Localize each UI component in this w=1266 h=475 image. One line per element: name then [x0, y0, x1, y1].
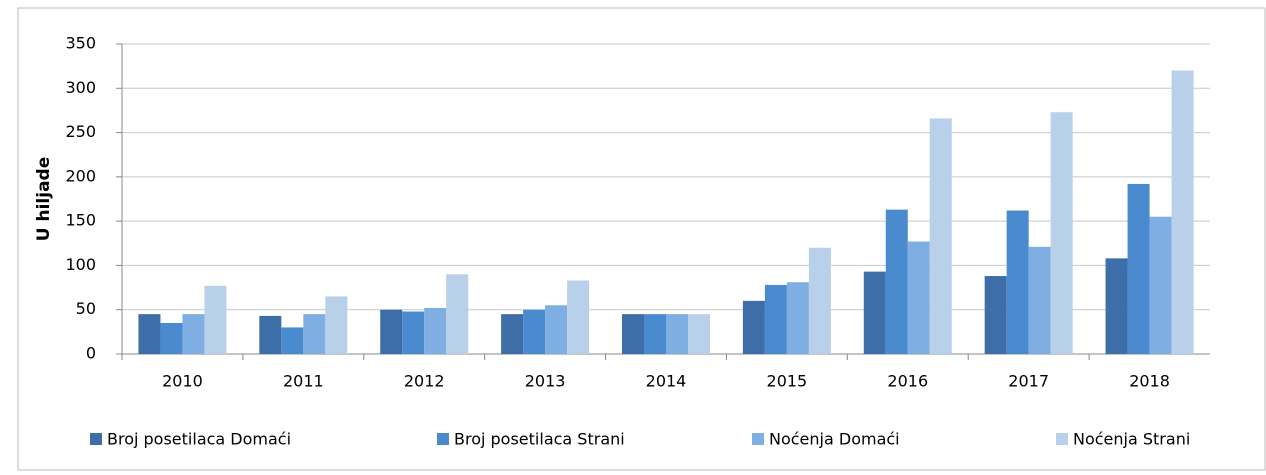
y-tick-label: 250 — [65, 122, 96, 141]
legend-swatch — [752, 433, 764, 445]
bar — [622, 314, 644, 354]
bar — [808, 247, 831, 354]
x-tick-label: 2015 — [767, 372, 808, 391]
x-tick-label: 2013 — [525, 372, 566, 391]
y-tick-label: 0 — [86, 344, 96, 363]
bar — [984, 276, 1007, 354]
bar — [424, 307, 447, 354]
y-tick-label: 100 — [65, 255, 96, 274]
y-tick-label: 150 — [65, 211, 96, 230]
x-tick-label: 2010 — [162, 372, 203, 391]
bar — [204, 285, 227, 354]
legend-swatch — [1056, 433, 1068, 445]
y-tick-label: 200 — [65, 166, 96, 185]
legend-swatch — [90, 433, 102, 445]
chart-frame — [17, 7, 1266, 471]
bar — [907, 241, 930, 354]
bar — [1149, 216, 1172, 354]
bar — [764, 284, 787, 354]
bar — [160, 323, 183, 354]
y-tick-label: 50 — [76, 299, 96, 318]
bar — [545, 305, 568, 354]
bar — [501, 314, 524, 354]
bar — [688, 314, 710, 354]
bar — [742, 300, 765, 354]
bar — [259, 315, 282, 354]
x-tick-label: 2017 — [1008, 372, 1049, 391]
y-axis-label: U hiljade — [34, 157, 54, 241]
bar — [446, 274, 469, 354]
bar — [380, 309, 403, 354]
legend-label: Broj posetilaca Domaći — [107, 430, 291, 449]
bar — [644, 314, 666, 354]
bar — [1171, 70, 1194, 355]
y-tick-label: 350 — [65, 34, 96, 53]
bar — [786, 282, 809, 354]
legend-swatch — [437, 433, 449, 445]
bar — [1028, 246, 1051, 354]
bar — [1105, 258, 1128, 354]
bar — [325, 296, 348, 354]
bar — [281, 327, 304, 354]
x-tick-label: 2018 — [1129, 372, 1170, 391]
bar — [885, 209, 908, 354]
x-tick-label: 2012 — [404, 372, 445, 391]
x-tick-label: 2011 — [283, 372, 324, 391]
bar — [929, 118, 952, 355]
bar — [567, 280, 590, 354]
bar — [138, 314, 161, 354]
y-tick-label: 300 — [65, 78, 96, 97]
bar — [1050, 112, 1073, 354]
bar — [182, 314, 205, 354]
x-tick-label: 2016 — [887, 372, 928, 391]
bar — [1127, 183, 1150, 354]
bar — [402, 311, 425, 354]
bar — [1006, 210, 1029, 354]
legend-label: Broj posetilaca Strani — [454, 430, 625, 449]
legend-label: Noćenja Domaći — [769, 430, 900, 449]
bar — [666, 314, 688, 354]
legend-label: Noćenja Strani — [1073, 430, 1190, 449]
bar — [863, 271, 886, 354]
x-tick-label: 2014 — [646, 372, 687, 391]
bar — [303, 314, 326, 354]
bar — [523, 309, 546, 354]
